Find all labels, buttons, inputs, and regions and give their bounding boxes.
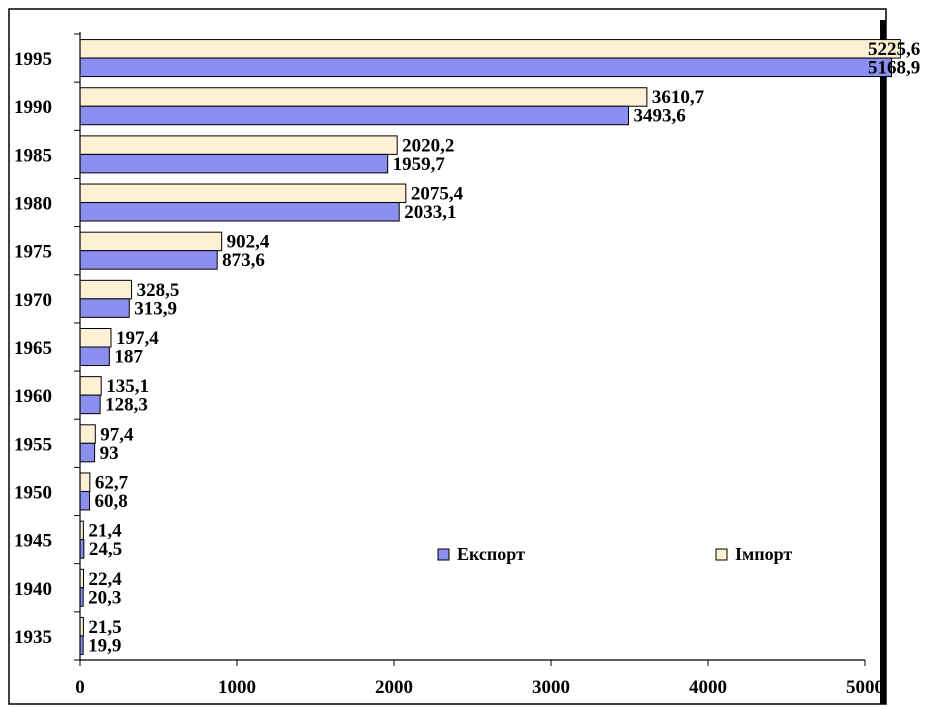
bars-layer <box>79 39 901 655</box>
category-label-1995: 1995 <box>14 49 52 70</box>
category-label-1970: 1970 <box>14 290 52 311</box>
category-label-1955: 1955 <box>14 434 52 455</box>
data-label-export-1960: 128,3 <box>105 395 148 416</box>
category-label-1950: 1950 <box>14 482 52 503</box>
data-label-import-1985: 2020,2 <box>402 135 454 156</box>
bar-export-1990 <box>79 105 629 126</box>
plot-shadow-edge <box>880 20 886 704</box>
data-label-import-1945: 21,4 <box>88 521 122 542</box>
axes-layer: 0 1000 2000 3000 4000 5000 <box>74 32 884 698</box>
data-label-export-1950: 60,8 <box>95 491 128 512</box>
bar-import-1985 <box>79 135 398 155</box>
data-label-export-1980: 2033,1 <box>404 202 456 223</box>
data-label-import-1955: 97,4 <box>100 424 134 445</box>
data-label-export-1945: 24,5 <box>89 539 122 560</box>
data-label-export-1970: 313,9 <box>134 298 177 319</box>
data-label-import-1940: 22,4 <box>89 569 123 590</box>
data-label-export-1955: 93 <box>100 443 119 464</box>
category-label-1935: 1935 <box>14 627 52 648</box>
category-label-1985: 1985 <box>14 145 52 166</box>
bar-export-1975 <box>79 250 218 270</box>
bar-import-1950 <box>79 472 91 492</box>
category-label-1980: 1980 <box>14 194 52 215</box>
data-label-import-1950: 62,7 <box>95 472 129 493</box>
bar-import-1990 <box>79 87 648 107</box>
data-label-export-1985: 1959,7 <box>393 154 446 175</box>
data-label-export-1975: 873,6 <box>222 250 265 271</box>
data-label-export-1935: 19,9 <box>88 635 121 656</box>
bar-import-1995 <box>79 39 901 59</box>
bar-import-1970 <box>79 279 133 300</box>
x-tick-label-4000: 4000 <box>689 677 727 698</box>
data-label-import-1965: 197,4 <box>116 328 159 349</box>
category-label-1990: 1990 <box>14 97 52 118</box>
data-label-import-1975: 902,4 <box>227 232 270 253</box>
bar-export-1985 <box>79 153 389 174</box>
bar-import-1960 <box>79 376 102 396</box>
data-label-import-1995: 5225,6 <box>868 39 920 60</box>
bar-import-1955 <box>79 424 96 444</box>
data-label-import-1990: 3610,7 <box>652 87 705 108</box>
legend: Експорт Імпорт <box>437 544 792 564</box>
data-label-import-1980: 2075,4 <box>411 184 464 205</box>
category-label-1965: 1965 <box>14 338 52 359</box>
category-label-1940: 1940 <box>14 579 52 600</box>
bar-export-1970 <box>79 298 130 318</box>
bar-export-1950 <box>79 490 91 511</box>
legend-swatch-export <box>437 548 450 561</box>
x-tick-label-2000: 2000 <box>375 677 413 698</box>
legend-label-import: Імпорт <box>735 544 792 564</box>
bar-export-1955 <box>79 442 96 463</box>
bar-import-1980 <box>79 183 407 204</box>
data-label-import-1970: 328,5 <box>137 280 180 301</box>
x-tick-label-5000: 5000 <box>846 677 884 698</box>
category-label-1945: 1945 <box>14 531 52 552</box>
data-label-export-1990: 3493,6 <box>633 106 685 127</box>
data-label-export-1940: 20,3 <box>88 587 121 608</box>
bar-export-1995 <box>79 57 893 78</box>
x-tick-label-1000: 1000 <box>218 677 256 698</box>
bar-import-1975 <box>79 231 223 252</box>
data-label-export-1965: 187 <box>114 347 143 368</box>
legend-swatch-import <box>715 548 728 561</box>
legend-label-export: Експорт <box>457 544 525 564</box>
bar-import-1965 <box>79 328 112 348</box>
x-tick-label-3000: 3000 <box>532 677 570 698</box>
bar-export-1965 <box>79 346 110 366</box>
category-label-1975: 1975 <box>14 242 52 263</box>
bar-export-1960 <box>79 394 101 415</box>
bar-export-1980 <box>79 202 400 222</box>
x-tick-label-0: 0 <box>75 677 85 698</box>
category-label-1960: 1960 <box>14 386 52 407</box>
data-label-export-1995: 5168,9 <box>868 58 920 79</box>
data-label-import-1935: 21,5 <box>88 617 121 638</box>
data-label-import-1960: 135,1 <box>106 376 149 397</box>
